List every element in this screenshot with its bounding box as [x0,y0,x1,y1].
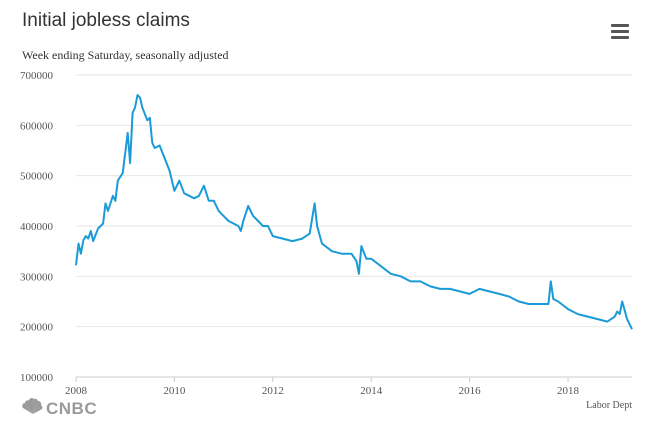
menu-bar [611,30,629,33]
x-tick-label: 2014 [360,385,383,397]
y-tick-label: 300000 [20,271,54,283]
grid-lines [76,74,632,328]
y-tick-label: 700000 [20,70,54,82]
y-tick-label: 500000 [20,171,54,183]
y-tick-label: 400000 [20,221,54,233]
x-tick-label: 2018 [557,385,580,397]
menu-bar [611,36,629,39]
logo-text: CNBC [46,399,97,417]
tick-labels: 100000 200000 300000 400000 500000 600000 7000… [20,70,580,397]
chart-subtitle: Week ending Saturday, seasonally adjuste… [22,48,229,62]
x-tick-label: 2010 [163,385,186,397]
menu-bar [611,24,629,27]
x-tick-label: 2008 [65,385,88,397]
axes [75,376,632,382]
y-tick-label: 600000 [20,120,54,132]
cnbc-logo: CNBC [22,398,97,417]
source-label: Labor Dept [586,400,632,411]
peacock-icon [22,398,43,414]
x-tick-label: 2012 [262,385,284,397]
y-tick-label: 100000 [20,372,54,384]
hamburger-menu-icon[interactable] [611,24,629,40]
series-layer [75,94,633,330]
chart-title: Initial jobless claims [22,10,190,31]
series-line-0 [75,94,633,330]
y-tick-label: 200000 [20,322,54,334]
x-tick-label: 2016 [459,385,482,397]
